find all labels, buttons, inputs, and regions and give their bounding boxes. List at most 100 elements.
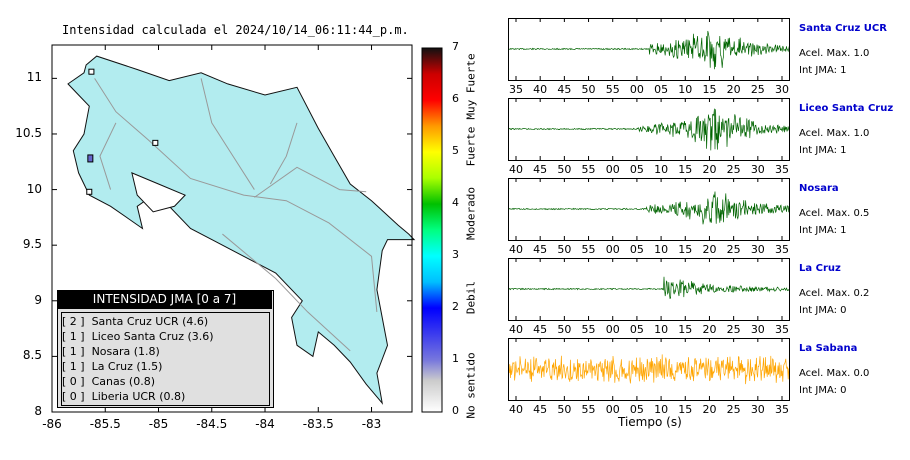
station-jma: Int JMA: 1: [799, 65, 847, 76]
seismogram-tick-label: 45: [557, 83, 572, 96]
seismogram-tick-label: 40: [509, 323, 523, 336]
legend-inner-box: [61, 312, 270, 406]
map-y-tick-label: 9: [34, 292, 42, 307]
seismogram-tick-label: 00: [605, 323, 620, 336]
seismogram-tick-label: 35: [775, 163, 789, 176]
seismogram-tick-label: 55: [581, 243, 596, 256]
map-x-tick-label: -84: [255, 417, 275, 431]
seismogram-tick-label: 50: [557, 403, 572, 416]
seismogram-tick-label: 35: [775, 323, 789, 336]
seismogram-0: [508, 18, 790, 81]
seismogram-tick-label: 15: [678, 163, 693, 176]
map-y-tick-label: 10: [26, 181, 42, 196]
colorbar-tick-label: 7: [452, 40, 459, 53]
seismogram-trace: [508, 191, 790, 225]
colorbar-gradient: [421, 47, 443, 413]
seismogram-tick-label: 50: [557, 163, 572, 176]
seismogram-trace: [508, 30, 790, 70]
map-x-tick-label: -85.5: [89, 417, 121, 431]
seismogram-tick-label: 10: [654, 403, 669, 416]
seismogram-1: [508, 98, 790, 161]
colorbar-tick-label: 3: [452, 248, 459, 261]
seismogram-trace: [508, 276, 790, 300]
map-frame: [51, 44, 413, 413]
seismogram-tick-label: 15: [678, 323, 693, 336]
seismogram-tick-label: 40: [509, 163, 523, 176]
seismogram-2: [508, 178, 790, 241]
colorbar-category-label: Moderado: [464, 187, 478, 241]
seismogram-tick-label: 55: [605, 83, 620, 96]
station-accel: Acel. Max. 0.0: [799, 368, 870, 379]
seismogram-tick-label: 20: [726, 83, 741, 96]
seismogram-tick-label: 25: [726, 403, 741, 416]
road-line: [269, 122, 298, 185]
seismogram-tick-label: 30: [750, 403, 765, 416]
seismogram-tick-label: 50: [581, 83, 596, 96]
map-x-tick-label: -83.5: [302, 417, 334, 431]
seismogram-tick-label: 00: [629, 83, 644, 96]
station-name: Liceo Santa Cruz: [799, 103, 894, 114]
seismogram-3: [508, 258, 790, 321]
seismogram-tick-label: 55: [581, 323, 596, 336]
seismogram-tick-label: 05: [629, 163, 644, 176]
legend-row: [ 1 ] Liceo Santa Cruz (3.6): [62, 330, 214, 343]
road-line: [222, 233, 351, 352]
seismogram-trace: [508, 108, 790, 151]
map-y-tick-label: 8.5: [22, 348, 42, 363]
seismogram-tick-label: 15: [678, 403, 693, 416]
seismogram-tick-label: 05: [629, 323, 644, 336]
seismogram-tick-label: 55: [581, 163, 596, 176]
station-jma: Int JMA: 1: [799, 225, 847, 236]
seismogram-tick-label: 15: [678, 243, 693, 256]
seismogram-tick-label: 55: [581, 403, 596, 416]
seismogram-tick-label: 10: [654, 163, 669, 176]
seismogram-tick-label: 30: [750, 323, 765, 336]
seismogram-tick-label: 25: [726, 163, 741, 176]
seismogram-tick-label: 35: [775, 243, 789, 256]
map-x-tick-label: -85: [148, 417, 169, 431]
colorbar-category-label: No sentido: [464, 352, 478, 419]
road-line: [200, 78, 255, 190]
station-marker: [87, 154, 94, 163]
seismogram-tick-label: 20: [702, 163, 717, 176]
colorbar-tick-label: 1: [452, 352, 459, 365]
station-name: La Cruz: [799, 263, 841, 274]
station-jma: Int JMA: 0: [799, 385, 847, 396]
seismogram-tick-label: 10: [654, 243, 669, 256]
seismogram-tick-label: 20: [702, 243, 717, 256]
seismogram-tick-label: 00: [605, 163, 620, 176]
map-y-tick-label: 10.5: [15, 125, 42, 140]
seismogram-tick-label: 05: [654, 83, 669, 96]
map-x-tick-label: -86: [42, 417, 62, 431]
station-accel: Acel. Max. 0.2: [799, 288, 870, 299]
seismogram-tick-label: 20: [702, 403, 717, 416]
seismogram-tick-label: 50: [557, 243, 572, 256]
seismogram-tick-label: 20: [702, 323, 717, 336]
station-marker: [88, 68, 95, 75]
legend-row: [ 0 ] Canas (0.8): [62, 375, 156, 388]
seismogram-tick-label: 30: [750, 243, 765, 256]
station-marker: [152, 139, 159, 146]
road-line: [99, 122, 117, 190]
seismogram-tick-label: 45: [533, 323, 548, 336]
colorbar-tick-label: 5: [452, 144, 459, 157]
seismogram-tick-label: 10: [678, 83, 693, 96]
station-name: Nosara: [799, 183, 839, 194]
station-jma: Int JMA: 1: [799, 145, 847, 156]
colorbar-tick-label: 0: [452, 404, 459, 417]
station-name: La Sabana: [799, 343, 858, 354]
road-line: [94, 78, 378, 312]
colorbar: [421, 47, 443, 413]
legend-row: [ 0 ] Liberia UCR (0.8): [62, 390, 186, 403]
seismogram-tick-label: 40: [509, 243, 523, 256]
seismogram-tick-label: 15: [702, 83, 717, 96]
seismogram-tick-label: 35: [509, 83, 523, 96]
map-x-tick-label: -84.5: [196, 417, 228, 431]
legend-row: [ 2 ] Santa Cruz UCR (4.6): [62, 315, 209, 328]
seismogram-tick-label: 45: [533, 243, 548, 256]
seismogram-tick-label: 25: [726, 243, 741, 256]
road-line: [254, 166, 367, 198]
seismogram-tick-label: 00: [605, 403, 620, 416]
station-jma: Int JMA: 0: [799, 305, 847, 316]
seismogram-4: [508, 338, 790, 401]
